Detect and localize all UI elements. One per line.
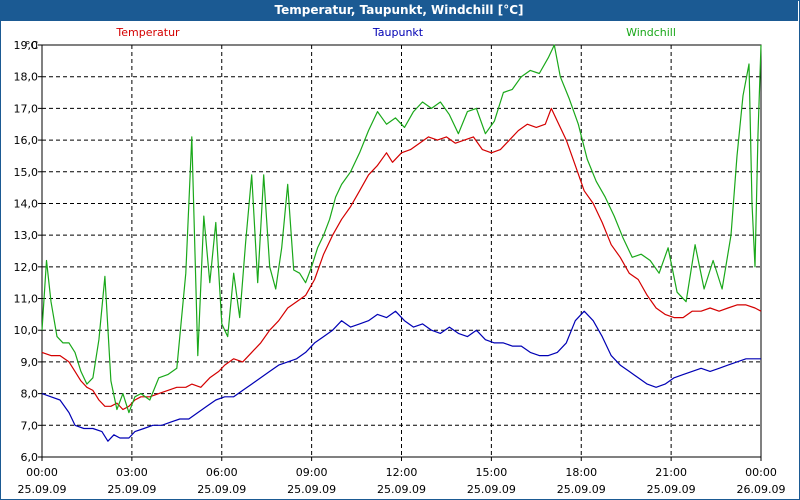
x-tick-time: 12:00 <box>386 466 418 479</box>
x-tick-date: 25.09.09 <box>197 483 246 496</box>
series-line-windchill <box>41 44 762 414</box>
x-tick-time: 21:00 <box>655 466 687 479</box>
x-axis-ticks: 00:00 25.09.09 03:00 25.09.09 06:00 25.09.09 0… <box>18 457 786 496</box>
x-tick-time: 00:00 <box>745 466 777 479</box>
y-tick-label: 14,0 <box>14 197 39 210</box>
x-tick-time: 15:00 <box>476 466 508 479</box>
series-line-temperatur <box>41 107 762 411</box>
x-tick-time: 06:00 <box>206 466 238 479</box>
y-tick-label: 19,0 <box>14 39 39 52</box>
y-tick-label: 16,0 <box>14 134 39 147</box>
grid <box>42 45 761 457</box>
y-tick-label: 8,0 <box>21 388 39 401</box>
x-tick-date: 25.09.09 <box>287 483 336 496</box>
x-tick-date: 25.09.09 <box>18 483 67 496</box>
y-tick-label: 18,0 <box>14 71 39 84</box>
x-tick-date: 25.09.09 <box>557 483 606 496</box>
legend-windchill: Windchill <box>626 26 676 39</box>
y-tick-label: 9,0 <box>21 356 39 369</box>
legend-temperatur: Temperatur <box>115 26 180 39</box>
x-tick-time: 00:00 <box>26 466 58 479</box>
y-tick-label: 12,0 <box>14 261 39 274</box>
series-line-taupunkt <box>41 310 761 442</box>
y-tick-label: 13,0 <box>14 229 39 242</box>
x-tick-date: 25.09.09 <box>377 483 426 496</box>
series <box>41 44 762 442</box>
chart-title: Temperatur, Taupunkt, Windchill [°C] <box>0 0 798 21</box>
y-tick-label: 11,0 <box>14 293 39 306</box>
legend: Temperatur Taupunkt Windchill <box>115 26 676 39</box>
y-tick-label: 10,0 <box>14 324 39 337</box>
y-axis-ticks: 6,0 7,0 8,0 9,0 10,0 11,0 12,0 13,0 14,0 15,0 16,0… <box>14 39 42 464</box>
y-tick-label: 6,0 <box>21 451 39 464</box>
y-tick-label: 17,0 <box>14 102 39 115</box>
x-tick-time: 03:00 <box>116 466 148 479</box>
x-tick-time: 18:00 <box>565 466 597 479</box>
x-tick-date: 25.09.09 <box>467 483 516 496</box>
y-axis-label: °C <box>25 39 39 52</box>
legend-taupunkt: Taupunkt <box>372 26 424 39</box>
x-tick-date: 25.09.09 <box>107 483 156 496</box>
x-tick-time: 09:00 <box>296 466 328 479</box>
x-tick-date: 25.09.09 <box>647 483 696 496</box>
y-tick-label: 15,0 <box>14 166 39 179</box>
y-tick-label: 7,0 <box>21 419 39 432</box>
x-tick-date: 26.09.09 <box>737 483 786 496</box>
